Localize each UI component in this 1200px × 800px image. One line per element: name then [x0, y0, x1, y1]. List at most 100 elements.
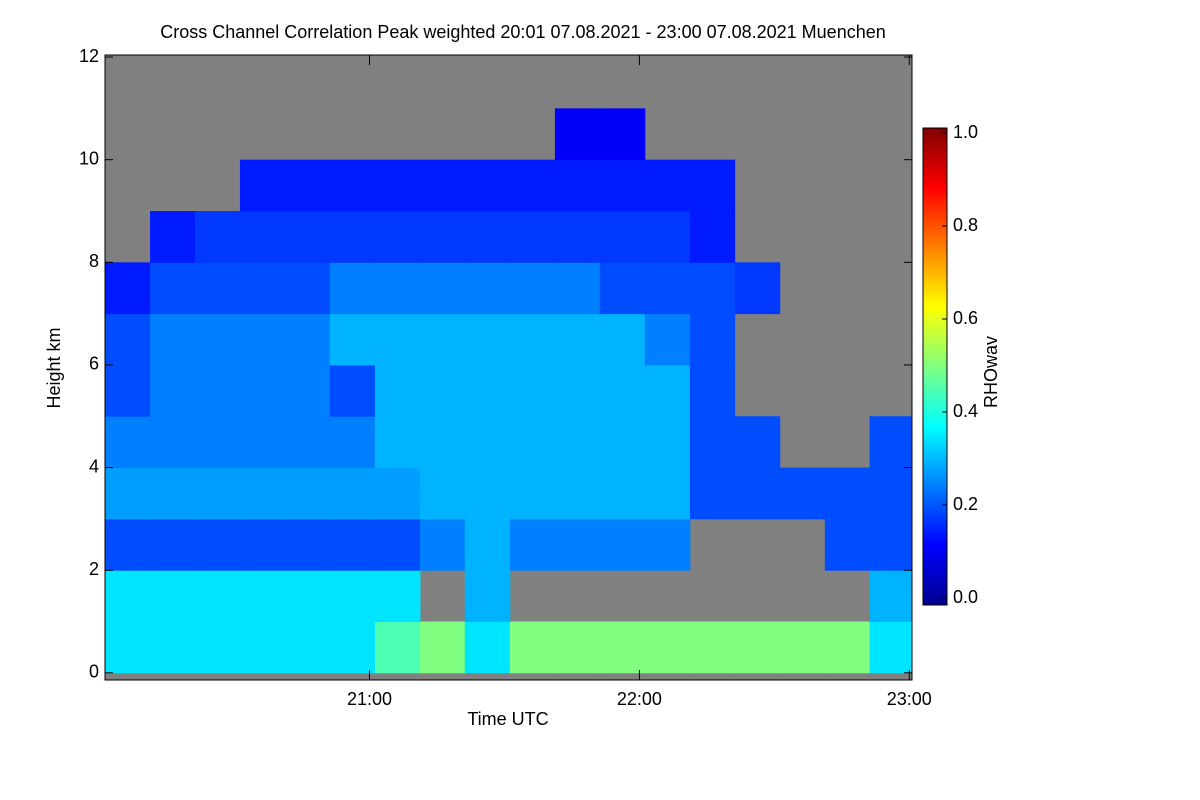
- heatmap-cell: [554, 518, 601, 571]
- heatmap-cell: [824, 467, 871, 520]
- heatmap-cell: [329, 364, 376, 417]
- heatmap-cell: [509, 210, 556, 263]
- heatmap-cell: [239, 467, 286, 520]
- heatmap-cell: [419, 210, 466, 263]
- heatmap-cell: [644, 518, 691, 571]
- heatmap-cell: [374, 570, 421, 623]
- heatmap-cell: [464, 416, 511, 469]
- heatmap-cell: [464, 313, 511, 366]
- heatmap-cell: [105, 621, 151, 674]
- heatmap-cell: [509, 467, 556, 520]
- heatmap-cell: [194, 262, 241, 315]
- colorbar-tick-label: 0.4: [953, 401, 978, 421]
- heatmap-cell: [419, 416, 466, 469]
- plot-area: [105, 55, 913, 680]
- heatmap-cell: [644, 416, 691, 469]
- heatmap-cell: [644, 313, 691, 366]
- heatmap-cell: [779, 467, 826, 520]
- heatmap-cell: [824, 621, 871, 674]
- heatmap-cell: [329, 518, 376, 571]
- heatmap-cell: [689, 210, 736, 263]
- colorbar-tick-label: 0.6: [953, 308, 978, 328]
- heatmap-cell: [464, 518, 511, 571]
- heatmap-cell: [239, 210, 286, 263]
- heatmap-cell: [150, 570, 196, 623]
- heatmap-cell: [194, 621, 241, 674]
- y-axis-label: Height km: [44, 327, 64, 408]
- heatmap-cell: [239, 262, 286, 315]
- heatmap-cell: [285, 313, 331, 366]
- heatmap-cell: [509, 518, 556, 571]
- heatmap-cell: [509, 364, 556, 417]
- heatmap-cell: [554, 621, 601, 674]
- heatmap-cell: [689, 416, 736, 469]
- y-tick-label: 4: [89, 456, 99, 476]
- heatmap-cell: [689, 262, 736, 315]
- heatmap-cell: [734, 621, 781, 674]
- heatmap-cell: [419, 621, 466, 674]
- heatmap-cell: [150, 313, 196, 366]
- heatmap-cell: [329, 570, 376, 623]
- heatmap-cell: [194, 364, 241, 417]
- heatmap-cell: [734, 467, 781, 520]
- heatmap-cell: [329, 621, 376, 674]
- heatmap-cell: [239, 364, 286, 417]
- heatmap-cell: [194, 570, 241, 623]
- heatmap-cell: [644, 262, 691, 315]
- heatmap-cell: [419, 364, 466, 417]
- heatmap-cell: [285, 621, 331, 674]
- heatmap-cell: [779, 621, 826, 674]
- heatmap-cell: [599, 159, 646, 212]
- heatmap-cell: [329, 210, 376, 263]
- heatmap-cell: [689, 364, 736, 417]
- heatmap-cell: [105, 416, 151, 469]
- y-tick-label: 12: [79, 46, 99, 66]
- heatmap-cell: [194, 313, 241, 366]
- heatmap-cell: [194, 467, 241, 520]
- y-tick-label: 0: [89, 662, 99, 682]
- heatmap-cell: [509, 262, 556, 315]
- heatmap-cell: [374, 262, 421, 315]
- heatmap-cell: [105, 518, 151, 571]
- heatmap-cell: [689, 313, 736, 366]
- heatmap-cell: [689, 159, 736, 212]
- heatmap-cell: [554, 108, 601, 161]
- heatmap-cell: [509, 159, 556, 212]
- heatmap-cell: [374, 313, 421, 366]
- heatmap-cell: [509, 313, 556, 366]
- heatmap-cell: [644, 621, 691, 674]
- x-tick-label: 22:00: [617, 689, 662, 709]
- heatmap-cell: [419, 467, 466, 520]
- heatmap-cell: [285, 210, 331, 263]
- colorbar-tick-label: 0.0: [953, 587, 978, 607]
- heatmap-cell: [599, 467, 646, 520]
- heatmap-cell: [599, 313, 646, 366]
- heatmap-cell: [644, 467, 691, 520]
- heatmap-cell: [150, 621, 196, 674]
- chart-title: Cross Channel Correlation Peak weighted …: [160, 22, 886, 42]
- heatmap-cell: [329, 262, 376, 315]
- colorbar-tick-label: 1.0: [953, 122, 978, 142]
- heatmap-cell: [644, 364, 691, 417]
- heatmap-cell: [689, 467, 736, 520]
- heatmap-cell: [194, 416, 241, 469]
- heatmap-cell: [285, 159, 331, 212]
- heatmap-cell: [689, 621, 736, 674]
- heatmap-cell: [374, 364, 421, 417]
- heatmap-cell: [374, 210, 421, 263]
- heatmap-cell: [239, 159, 286, 212]
- y-tick-label: 6: [89, 354, 99, 374]
- heatmap-cell: [509, 416, 556, 469]
- heatmap-cell: [869, 621, 913, 674]
- heatmap-cell: [374, 518, 421, 571]
- heatmap-cell: [285, 570, 331, 623]
- heatmap-cell: [734, 416, 781, 469]
- heatmap-cell: [150, 262, 196, 315]
- colorbar-label: RHOwav: [981, 336, 1001, 408]
- heatmap-cell: [329, 313, 376, 366]
- heatmap-cell: [285, 364, 331, 417]
- heatmap-cell: [599, 210, 646, 263]
- colorbar: [922, 127, 948, 606]
- y-tick-label: 2: [89, 559, 99, 579]
